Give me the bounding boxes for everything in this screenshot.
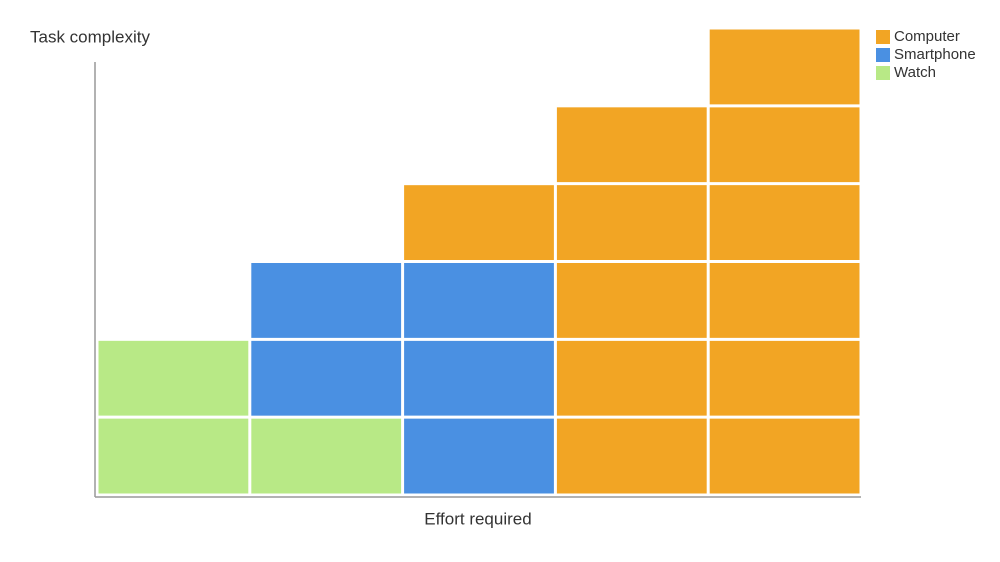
bar-segment xyxy=(251,418,402,494)
legend-label: Watch xyxy=(894,64,936,81)
x-axis-label: Effort required xyxy=(424,509,531,528)
bar-segment xyxy=(404,263,554,494)
y-axis-label: Task complexity xyxy=(30,27,150,46)
legend-swatch xyxy=(876,30,890,44)
legend-label: Computer xyxy=(894,28,960,45)
bar-segment xyxy=(404,185,554,260)
bar-segment xyxy=(556,107,707,494)
legend-label: Smartphone xyxy=(894,46,976,63)
legend-swatch xyxy=(876,48,890,62)
legend-swatch xyxy=(876,66,890,80)
